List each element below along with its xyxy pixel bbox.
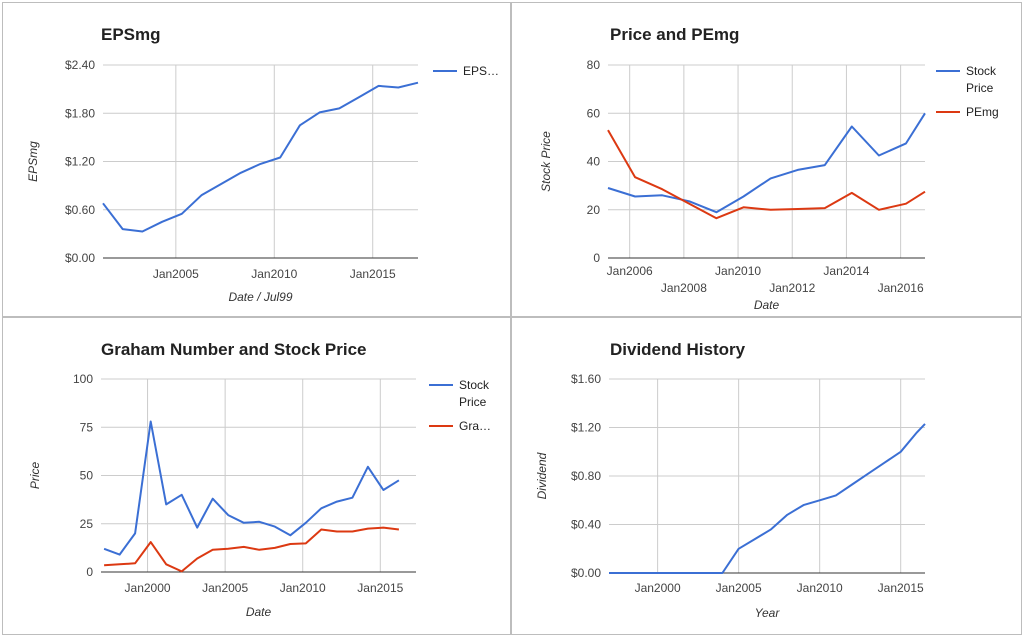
chart-title: Price and PEmg — [610, 25, 740, 44]
y-tick-label: 40 — [587, 155, 601, 169]
y-axis-label: EPSmg — [26, 141, 40, 182]
x-tick-label: Jan2005 — [202, 581, 248, 595]
y-tick-label: 0 — [593, 251, 600, 265]
x-tick-label: Jan2010 — [797, 581, 843, 595]
y-tick-label: $1.60 — [571, 372, 601, 386]
x-axis-label: Date — [246, 605, 272, 619]
y-tick-label: 100 — [73, 372, 93, 386]
y-tick-label: 75 — [80, 420, 94, 434]
dividend-chart-panel: Dividend History $0.00 $0.40 $0.80 $1.20 $1.… — [511, 317, 1022, 635]
x-tick-label: Jan2006 — [607, 264, 653, 278]
x-tick-label: Jan2000 — [635, 581, 681, 595]
y-tick-label: $0.00 — [65, 251, 95, 265]
price-pemg-chart-panel: Price and PEmg 0 20 40 60 80 Jan2006 Jan2008 Ja… — [511, 2, 1022, 317]
x-tick-label: Jan2015 — [878, 581, 924, 595]
y-tick-label: $0.60 — [65, 203, 95, 217]
legend-label: EPS… — [463, 64, 499, 78]
y-tick-label: 60 — [587, 106, 601, 120]
x-tick-label: Jan2000 — [125, 581, 171, 595]
x-tick-label: Jan2005 — [153, 267, 199, 281]
graham-chart: 0 25 50 75 100 Jan2000 Jan2005 Jan2010 Jan2015 Da… — [28, 372, 491, 619]
y-tick-label: 80 — [587, 58, 601, 72]
x-tick-label: Jan2015 — [350, 267, 396, 281]
x-tick-label: Jan2010 — [280, 581, 326, 595]
y-axis-label: Price — [28, 462, 42, 490]
x-tick-label: Jan2010 — [251, 267, 297, 281]
y-tick-label: 20 — [587, 203, 601, 217]
dividend-chart: $0.00 $0.40 $0.80 $1.20 $1.60 Jan2000 Jan2005 J… — [535, 372, 926, 620]
price-pemg-chart: 0 20 40 60 80 Jan2006 Jan2008 Jan2010 Jan2012 Jan… — [539, 58, 999, 312]
y-tick-label: $0.80 — [571, 469, 601, 483]
eps-chart: $0.00 $0.60 $1.20 $1.80 $2.40 Jan2005 Jan2010 J… — [26, 58, 499, 304]
y-tick-label: $1.20 — [65, 155, 95, 169]
graham-chart-panel: Graham Number and Stock Price 0 25 50 75 100… — [2, 317, 511, 635]
x-tick-label: Jan2010 — [715, 264, 761, 278]
y-axis-label: Stock Price — [539, 131, 553, 192]
series-line-dividend — [609, 423, 926, 574]
legend-label: Price — [966, 81, 994, 95]
y-tick-label: $0.00 — [571, 566, 601, 580]
x-tick-label: Jan2016 — [878, 281, 924, 295]
chart-title: Graham Number and Stock Price — [101, 340, 367, 359]
legend-label: Gra… — [459, 419, 491, 433]
series-line-gra — [104, 526, 400, 573]
y-tick-label: 25 — [80, 517, 94, 531]
x-tick-label: Jan2015 — [357, 581, 403, 595]
legend-label: Stock — [459, 378, 490, 392]
x-axis-label: Year — [755, 606, 781, 620]
y-tick-label: 0 — [86, 565, 93, 579]
x-tick-label: Jan2014 — [823, 264, 869, 278]
y-tick-label: $1.80 — [65, 106, 95, 120]
y-axis-label: Dividend — [535, 452, 549, 499]
legend-label: Stock — [966, 64, 997, 78]
y-tick-label: 50 — [80, 469, 94, 483]
chart-title: Dividend History — [610, 340, 746, 359]
x-tick-label: Jan2012 — [769, 281, 815, 295]
x-axis-label: Date / Jul99 — [228, 290, 292, 304]
series-line-stock-price — [607, 112, 926, 214]
series-line-pemg — [607, 129, 926, 220]
y-tick-label: $0.40 — [571, 518, 601, 532]
x-tick-label: Jan2005 — [716, 581, 762, 595]
x-tick-label: Jan2008 — [661, 281, 707, 295]
series-line-eps — [102, 81, 419, 233]
legend-label: Price — [459, 395, 487, 409]
y-tick-label: $1.20 — [571, 421, 601, 435]
y-tick-label: $2.40 — [65, 58, 95, 72]
series-line-stock-price — [103, 420, 400, 556]
eps-chart-panel: EPSmg $0.00 $0.60 $1.20 $1.80 $2.40 Jan2005 Ja… — [2, 2, 511, 317]
legend-label: PEmg — [966, 105, 999, 119]
chart-title: EPSmg — [101, 25, 161, 44]
x-axis-label: Date — [754, 298, 780, 312]
